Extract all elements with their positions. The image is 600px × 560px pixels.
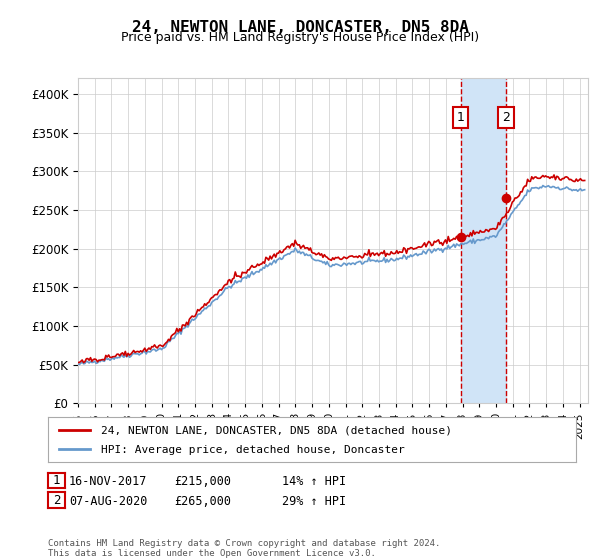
Text: 16-NOV-2017: 16-NOV-2017 [69,475,148,488]
Text: 14% ↑ HPI: 14% ↑ HPI [282,475,346,488]
Text: 29% ↑ HPI: 29% ↑ HPI [282,494,346,508]
Text: Price paid vs. HM Land Registry's House Price Index (HPI): Price paid vs. HM Land Registry's House … [121,31,479,44]
Text: 24, NEWTON LANE, DONCASTER, DN5 8DA (detached house): 24, NEWTON LANE, DONCASTER, DN5 8DA (det… [101,426,452,436]
Text: 24, NEWTON LANE, DONCASTER, DN5 8DA: 24, NEWTON LANE, DONCASTER, DN5 8DA [131,20,469,35]
Bar [461,78,506,403]
Text: 2: 2 [53,493,60,507]
Text: Contains HM Land Registry data © Crown copyright and database right 2024.
This d: Contains HM Land Registry data © Crown c… [48,539,440,558]
Text: 1: 1 [53,474,60,487]
Text: 2: 2 [502,111,510,124]
Text: 07-AUG-2020: 07-AUG-2020 [69,494,148,508]
Text: £265,000: £265,000 [174,494,231,508]
Text: 1: 1 [457,111,464,124]
Text: HPI: Average price, detached house, Doncaster: HPI: Average price, detached house, Donc… [101,445,404,455]
Text: £215,000: £215,000 [174,475,231,488]
